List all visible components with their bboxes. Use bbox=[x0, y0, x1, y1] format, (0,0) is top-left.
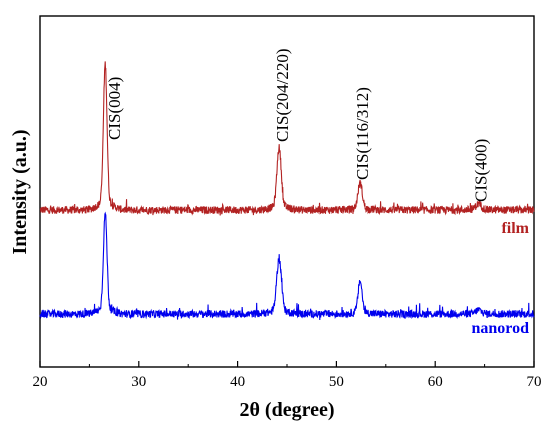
x-tick-label: 60 bbox=[428, 374, 443, 390]
peak-annotations: CIS(004) CIS(204/220) CIS(116/312) CIS(400) bbox=[105, 49, 491, 203]
x-tick-label: 40 bbox=[230, 374, 245, 390]
peak-label: CIS(204/220) bbox=[273, 49, 292, 143]
traces-group bbox=[39, 61, 535, 320]
y-axis-title: Intensity (a.u.) bbox=[9, 129, 31, 254]
peak-label: CIS(004) bbox=[105, 77, 124, 140]
series-label-nanorod: nanorod bbox=[471, 320, 529, 337]
x-axis-ticks: 20 30 40 50 60 70 bbox=[33, 361, 542, 390]
x-axis-title: 2θ (degree) bbox=[239, 399, 334, 421]
series-label-film: film bbox=[501, 220, 529, 237]
peak-label: CIS(400) bbox=[472, 139, 491, 202]
x-tick-label: 50 bbox=[329, 374, 344, 390]
x-tick-label: 30 bbox=[131, 374, 146, 390]
series-line-nanorod bbox=[39, 211, 535, 320]
x-tick-label: 20 bbox=[33, 374, 48, 390]
peak-label: CIS(116/312) bbox=[353, 87, 372, 180]
series-labels: film nanorod bbox=[471, 220, 529, 337]
series-line-film bbox=[39, 61, 535, 216]
x-tick-label: 70 bbox=[527, 374, 542, 390]
